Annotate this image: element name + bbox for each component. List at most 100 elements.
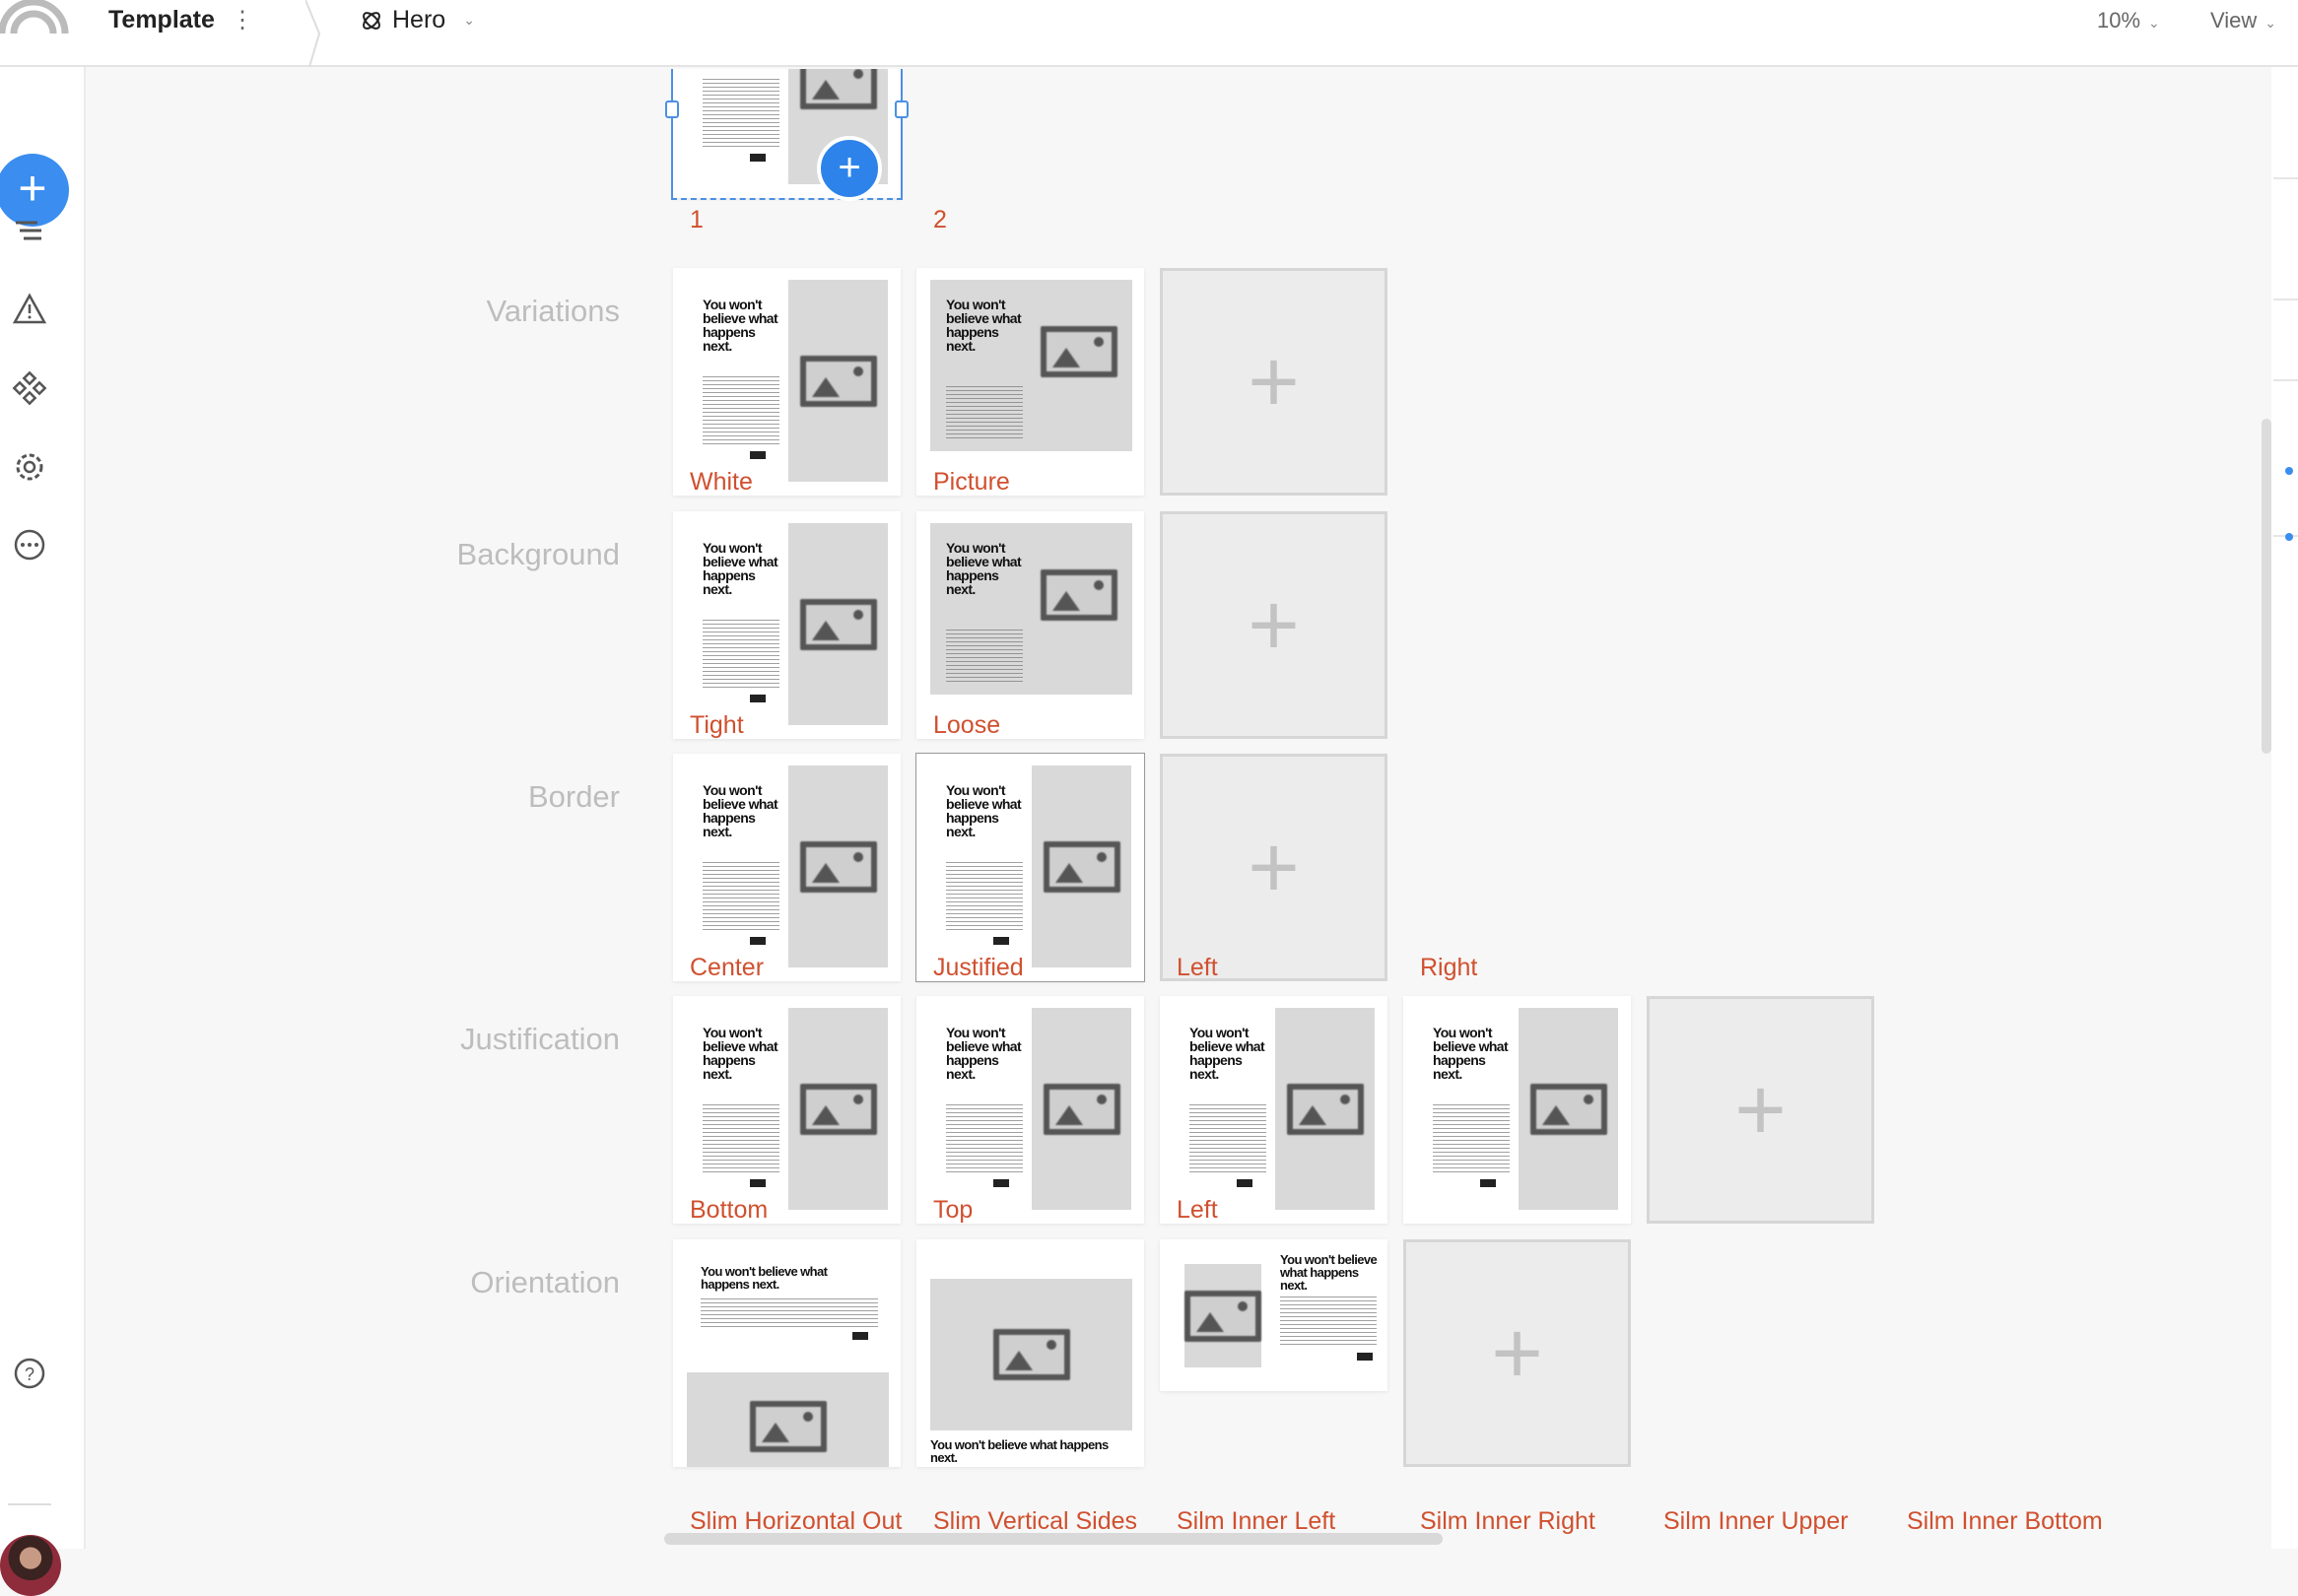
variant-card[interactable]: You won't believe what happens next. — [915, 753, 1145, 982]
card-label: Right — [1420, 954, 1478, 981]
thumbnail-headline: You won't believe what happens next. — [930, 1437, 1109, 1465]
variant-card[interactable]: You won't believe what happens next. — [673, 996, 901, 1224]
horizontal-scrollbar[interactable] — [664, 1533, 1443, 1545]
image-placeholder — [788, 523, 888, 725]
image-icon — [799, 355, 877, 407]
image-placeholder — [1519, 1008, 1618, 1210]
button-shape — [1237, 1179, 1252, 1187]
view-dropdown[interactable]: View ⌄ — [2210, 8, 2276, 33]
body-text-lines — [946, 630, 1023, 684]
add-button[interactable]: + — [0, 154, 69, 227]
indicator-dot — [2285, 467, 2293, 475]
vertical-dots-icon[interactable]: ⋮ — [231, 7, 254, 33]
body-text-lines — [946, 862, 1023, 931]
add-variant-button[interactable]: + — [1160, 511, 1387, 739]
canvas[interactable]: You won't believe what happens next. +1 2 V… — [88, 69, 2262, 1549]
vertical-scrollbar[interactable] — [2262, 419, 2271, 754]
card-label: White — [690, 468, 753, 496]
help-icon[interactable]: ? — [12, 1356, 47, 1391]
indicator-dot — [2285, 533, 2293, 541]
zoom-value: 10% — [2097, 8, 2141, 33]
image-placeholder — [1184, 1264, 1261, 1367]
add-variant-button[interactable]: + — [1160, 754, 1387, 981]
layers-icon[interactable] — [12, 213, 47, 248]
zoom-dropdown[interactable]: 10% ⌄ — [2097, 8, 2160, 33]
variant-card[interactable]: You won't believe what happens next. — [673, 754, 901, 981]
image-icon — [1043, 1083, 1120, 1135]
card-label: 2 — [933, 206, 947, 233]
card-label: 1 — [690, 206, 704, 233]
card-label: Center — [690, 954, 765, 981]
body-text-lines — [1280, 1297, 1377, 1346]
thumbnail-headline: You won't believe what happens next. — [701, 1264, 828, 1292]
selection-outline — [671, 69, 903, 200]
settings-icon[interactable] — [12, 449, 47, 485]
variant-card[interactable]: You won't believe what happens next. — [916, 268, 1144, 496]
body-text-lines — [703, 862, 779, 931]
insert-button[interactable]: + — [817, 136, 882, 201]
card-label: Left — [1177, 954, 1218, 981]
chevron-down-icon: ⌄ — [2264, 15, 2277, 31]
more-icon[interactable] — [12, 527, 47, 563]
image-icon — [799, 840, 877, 893]
card-label: Top — [933, 1196, 974, 1224]
image-icon — [799, 598, 877, 650]
image-placeholder — [1032, 765, 1131, 967]
variant-card[interactable]: You won't believe what happens next. — [916, 1239, 1144, 1467]
add-variant-button[interactable]: + — [1160, 268, 1387, 496]
add-variant-button[interactable]: + — [1403, 1239, 1631, 1467]
row-label: Background — [456, 537, 620, 571]
image-icon — [992, 1329, 1070, 1380]
variant-card[interactable]: You won't believe what happens next. — [673, 268, 901, 496]
image-icon — [1286, 1083, 1364, 1135]
add-variant-button[interactable]: + — [1647, 996, 1874, 1224]
variant-card[interactable]: You won't believe what happens next. — [673, 511, 901, 739]
avatar[interactable] — [0, 1535, 61, 1596]
variant-card[interactable]: You won't believe what happens next. — [916, 511, 1144, 739]
app-logo-icon[interactable] — [0, 0, 73, 33]
svg-text:?: ? — [25, 1364, 34, 1384]
thumbnail-headline: You won't believe what happens next. — [946, 782, 1022, 839]
variant-card[interactable]: You won't believe what happens next. — [1403, 996, 1631, 1224]
component-selector[interactable]: Hero ⌄ — [361, 6, 475, 34]
card-label: Tight — [690, 711, 744, 739]
view-label: View — [2210, 8, 2258, 33]
button-shape — [750, 154, 766, 162]
card-label: Silm Inner Right — [1420, 1507, 1595, 1535]
card-label: Slim Vertical Sides — [933, 1507, 1138, 1535]
template-title[interactable]: Template — [108, 6, 215, 33]
image-placeholder — [930, 1279, 1132, 1430]
variant-card[interactable]: You won't believe what happens next. — [673, 1239, 901, 1467]
card-label: Silm Inner Left — [1177, 1507, 1336, 1535]
button-shape — [1357, 1353, 1373, 1361]
image-placeholder — [788, 280, 888, 482]
plus-icon: + — [1491, 1303, 1543, 1403]
button-shape — [993, 1179, 1009, 1187]
variant-card[interactable]: You won't believe what happens next. — [1160, 1239, 1387, 1391]
breadcrumb-divider — [305, 0, 321, 67]
body-text-lines — [946, 386, 1023, 440]
resize-handle-right[interactable] — [895, 100, 909, 118]
variant-card[interactable]: You won't believe what happens next. — [916, 996, 1144, 1224]
components-icon[interactable] — [12, 370, 47, 406]
thumbnail-headline: You won't believe what happens next. — [1189, 1025, 1265, 1082]
image-placeholder — [1275, 1008, 1375, 1210]
image-icon — [799, 1083, 877, 1135]
resize-handle-left[interactable] — [665, 100, 679, 118]
body-text-lines — [703, 1104, 779, 1173]
thumbnail-headline: You won't believe what happens next. — [703, 782, 778, 839]
warning-icon[interactable] — [12, 292, 47, 327]
body-text-lines — [703, 79, 779, 148]
image-placeholder — [1040, 551, 1118, 639]
body-text-lines — [703, 376, 779, 445]
variant-card[interactable]: You won't believe what happens next. — [1160, 996, 1387, 1224]
button-shape — [1480, 1179, 1496, 1187]
chevron-down-icon: ⌄ — [463, 12, 475, 28]
body-text-lines — [701, 1298, 878, 1328]
top-bar: Template ⋮ Hero ⌄ 10% ⌄ View ⌄ — [0, 0, 2298, 67]
row-label: Justification — [460, 1022, 620, 1056]
image-icon — [1041, 326, 1117, 377]
image-icon — [799, 69, 877, 109]
button-shape — [750, 695, 766, 702]
body-text-lines — [1189, 1104, 1266, 1173]
